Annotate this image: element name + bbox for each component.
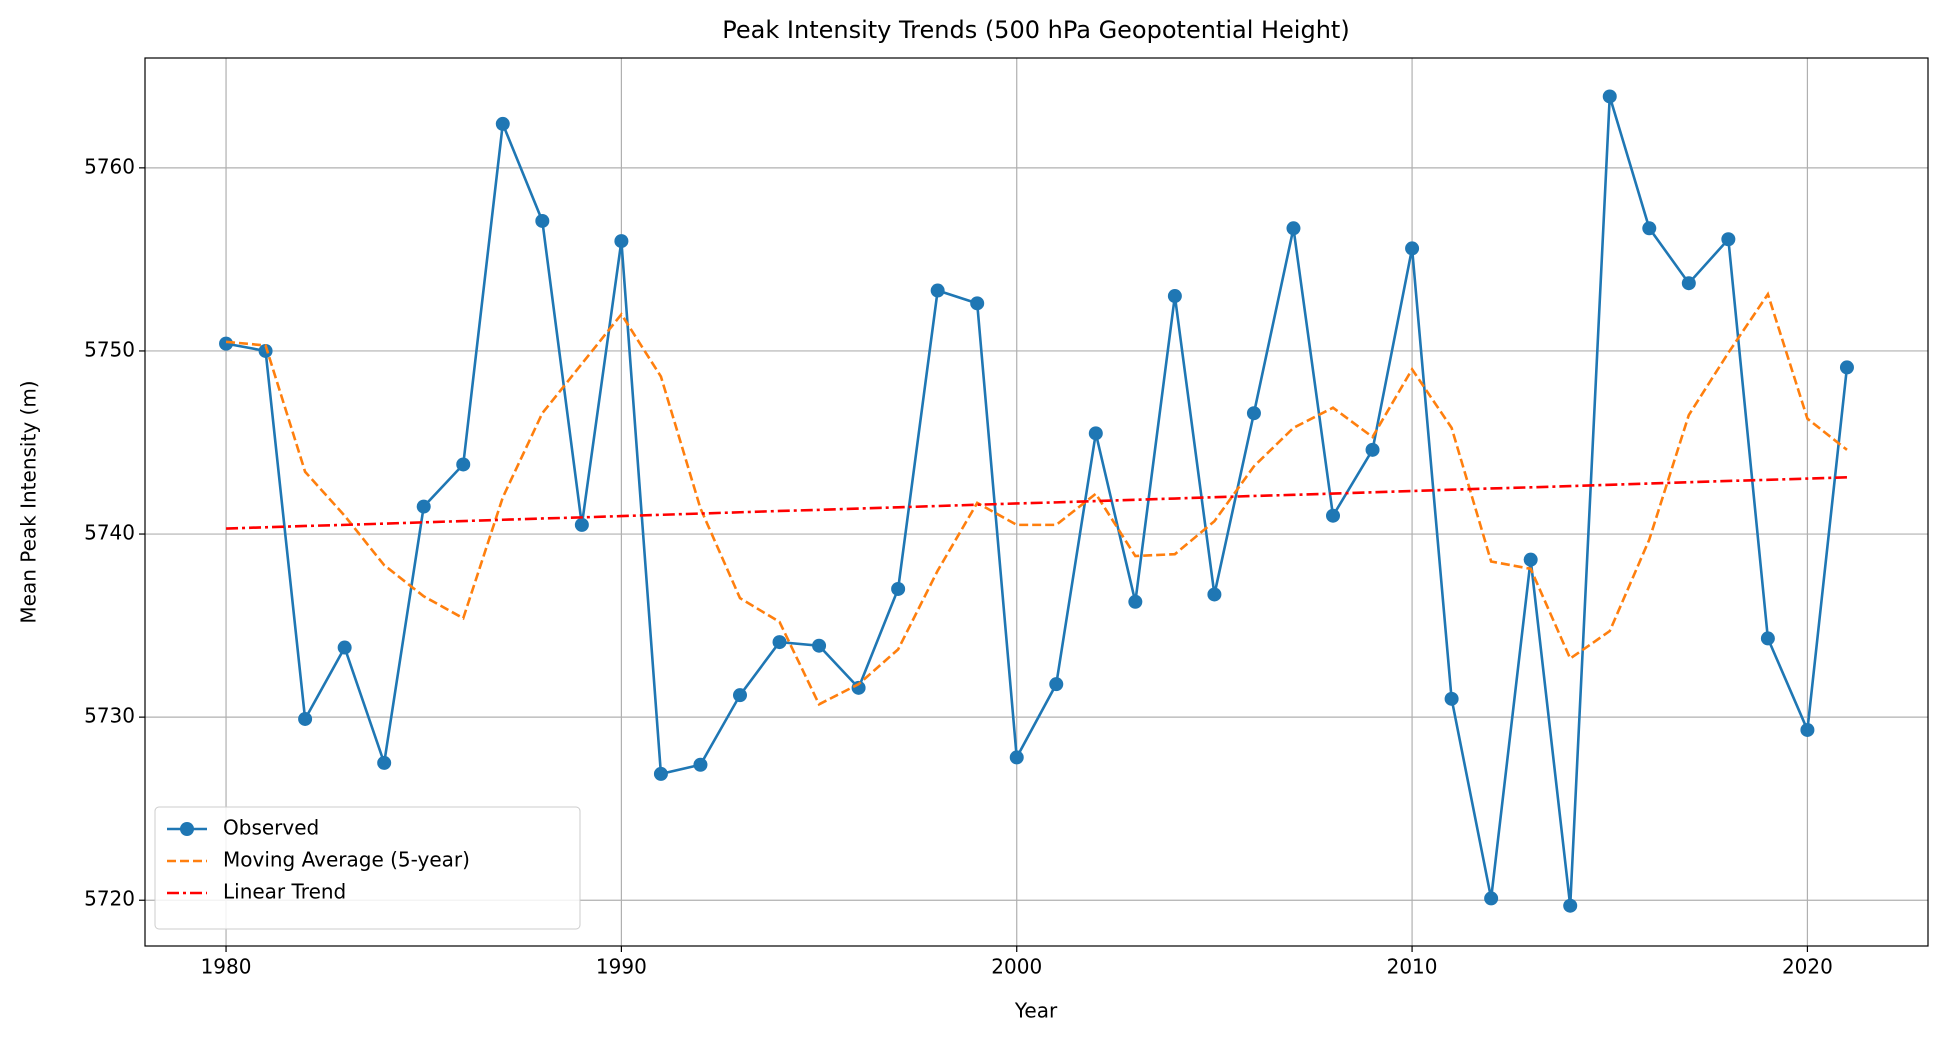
x-tick-label: 2020 [1782, 955, 1833, 979]
data-point [219, 336, 234, 351]
data-point [1800, 722, 1815, 737]
data-point [970, 296, 985, 311]
data-point [1049, 677, 1064, 692]
data-point [495, 116, 510, 131]
data-point [693, 757, 708, 772]
legend-marker [180, 822, 194, 836]
series-line [225, 96, 1849, 906]
legend-label: Linear Trend [223, 880, 346, 904]
legend-label: Observed [223, 816, 319, 840]
data-point [1326, 508, 1341, 523]
data-point [1721, 232, 1736, 247]
data-point [772, 635, 787, 650]
y-tick-label: 5730 [84, 704, 135, 728]
data-point [1128, 594, 1143, 609]
data-point [1681, 276, 1696, 291]
data-point [298, 711, 313, 726]
chart-title: Peak Intensity Trends (500 hPa Geopotent… [722, 16, 1349, 44]
y-tick-label: 5740 [84, 521, 135, 545]
data-point [337, 640, 352, 655]
x-tick-label: 1980 [201, 955, 252, 979]
x-axis-label: Year [1014, 999, 1058, 1023]
data-point [1167, 289, 1182, 304]
data-point [535, 213, 550, 228]
x-tick-label: 1990 [596, 955, 647, 979]
data-point [1286, 221, 1301, 236]
data-point [1009, 750, 1024, 765]
data-point [416, 499, 431, 514]
data-point [1207, 587, 1222, 602]
data-point [1444, 691, 1459, 706]
data-point [851, 680, 866, 695]
legend-label: Moving Average (5-year) [223, 848, 470, 872]
x-tick-label: 2000 [991, 955, 1042, 979]
data-point [1484, 891, 1499, 906]
data-point [930, 283, 945, 298]
data-point [1839, 360, 1854, 375]
data-point [456, 457, 471, 472]
data-point [1405, 241, 1420, 256]
y-tick-label: 5750 [84, 337, 135, 361]
series-line [225, 291, 1848, 707]
data-point [1365, 442, 1380, 457]
plot-frame [144, 57, 1929, 947]
data-point [1523, 552, 1538, 567]
data-point [732, 688, 747, 703]
data-point [1760, 631, 1775, 646]
data-point [574, 517, 589, 532]
y-tick-label: 5720 [84, 887, 135, 911]
data-point [812, 638, 827, 653]
data-point [1642, 221, 1657, 236]
y-axis-label: Mean Peak Intensity (m) [17, 380, 41, 623]
data-point [377, 755, 392, 770]
data-point [1088, 426, 1103, 441]
data-point [653, 766, 668, 781]
data-point [891, 581, 906, 596]
x-tick-label: 2010 [1387, 955, 1438, 979]
legend-box [154, 806, 581, 930]
series-line [226, 475, 1847, 530]
data-point [614, 234, 629, 249]
data-point [1246, 406, 1261, 421]
data-point [1563, 898, 1578, 913]
data-point [1602, 89, 1617, 104]
y-tick-label: 5760 [84, 154, 135, 178]
data-point [258, 343, 273, 358]
